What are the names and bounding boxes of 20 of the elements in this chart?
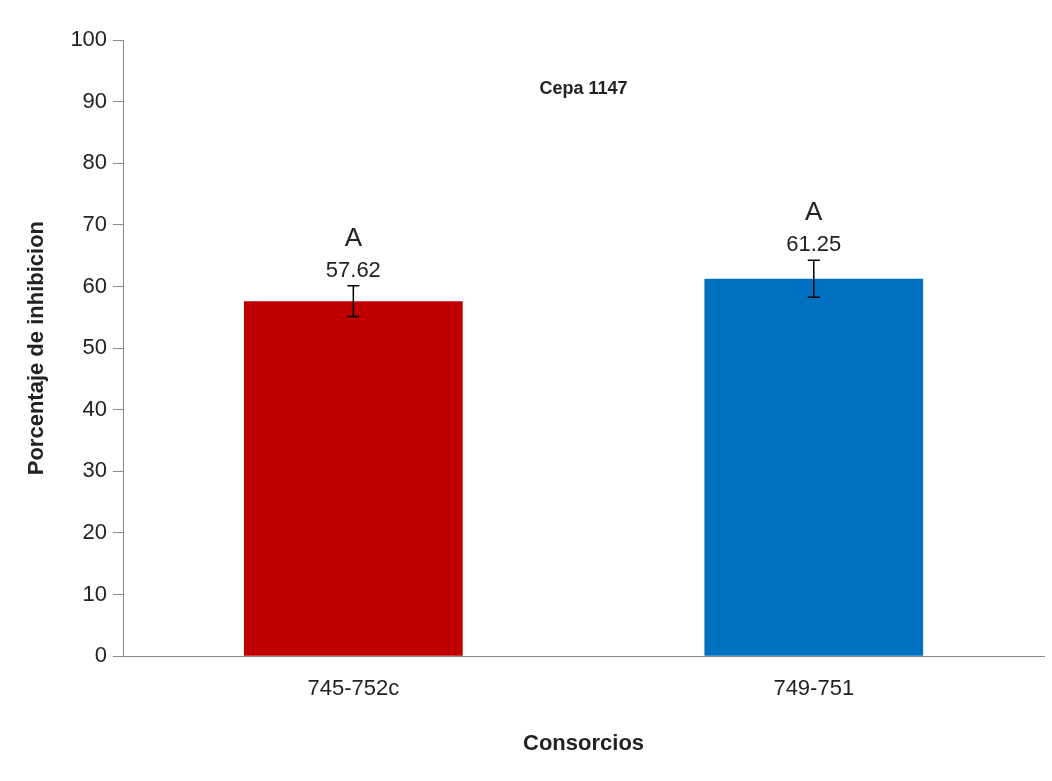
x-tick-label: 745-752c (307, 675, 400, 701)
data-label: 61.25 (786, 231, 842, 257)
annotation: A (805, 196, 824, 227)
y-tick-label: 20 (82, 519, 108, 545)
y-tick-label: 10 (82, 580, 108, 606)
y-tick-label: 40 (82, 395, 108, 421)
y-tick-label: 0 (94, 642, 108, 668)
data-label: 57.62 (325, 256, 381, 282)
y-tick-label: 80 (82, 149, 108, 175)
y-tick-label: 100 (70, 26, 108, 52)
y-tick-label: 30 (82, 457, 108, 483)
y-tick-label: 50 (82, 334, 108, 360)
y-tick-label: 90 (82, 87, 108, 113)
text: Cepa 1147 (539, 78, 628, 99)
x-axis-title: Consorcios (523, 729, 645, 755)
annotation: A (344, 221, 363, 252)
y-tick-label: 70 (82, 210, 108, 236)
y-axis-title: Porcentaje de inhibicion (23, 220, 49, 476)
x-tick-label: 749-751 (773, 675, 855, 701)
y-tick-label: 60 (82, 272, 108, 298)
